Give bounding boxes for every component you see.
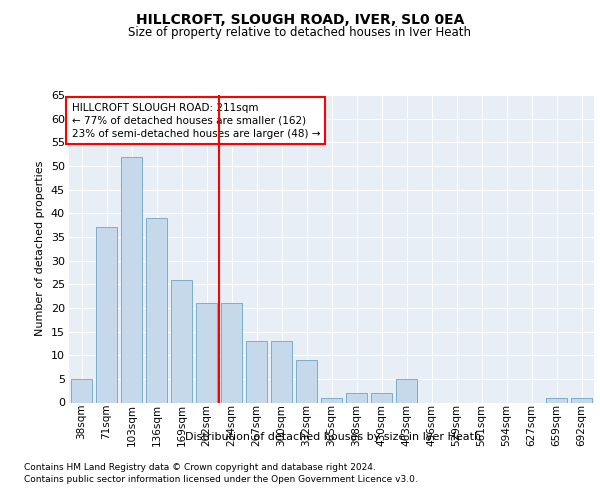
Text: Size of property relative to detached houses in Iver Heath: Size of property relative to detached ho… bbox=[128, 26, 472, 39]
Bar bbox=[246, 341, 267, 402]
Text: Contains HM Land Registry data © Crown copyright and database right 2024.: Contains HM Land Registry data © Crown c… bbox=[24, 462, 376, 471]
Bar bbox=[571, 398, 592, 402]
Text: Contains public sector information licensed under the Open Government Licence v3: Contains public sector information licen… bbox=[24, 475, 418, 484]
Y-axis label: Number of detached properties: Number of detached properties bbox=[35, 161, 45, 336]
Bar bbox=[371, 393, 392, 402]
Bar bbox=[71, 379, 92, 402]
Bar bbox=[171, 280, 192, 402]
Text: HILLCROFT SLOUGH ROAD: 211sqm
← 77% of detached houses are smaller (162)
23% of : HILLCROFT SLOUGH ROAD: 211sqm ← 77% of d… bbox=[71, 102, 320, 139]
Bar bbox=[221, 303, 242, 402]
Bar bbox=[271, 341, 292, 402]
Bar bbox=[146, 218, 167, 402]
Bar bbox=[121, 156, 142, 402]
Bar bbox=[96, 228, 117, 402]
Text: HILLCROFT, SLOUGH ROAD, IVER, SL0 0EA: HILLCROFT, SLOUGH ROAD, IVER, SL0 0EA bbox=[136, 12, 464, 26]
Bar bbox=[296, 360, 317, 403]
Bar bbox=[396, 379, 417, 402]
Bar bbox=[196, 303, 217, 402]
Bar bbox=[321, 398, 342, 402]
Bar bbox=[546, 398, 567, 402]
Text: Distribution of detached houses by size in Iver Heath: Distribution of detached houses by size … bbox=[185, 432, 481, 442]
Bar bbox=[346, 393, 367, 402]
